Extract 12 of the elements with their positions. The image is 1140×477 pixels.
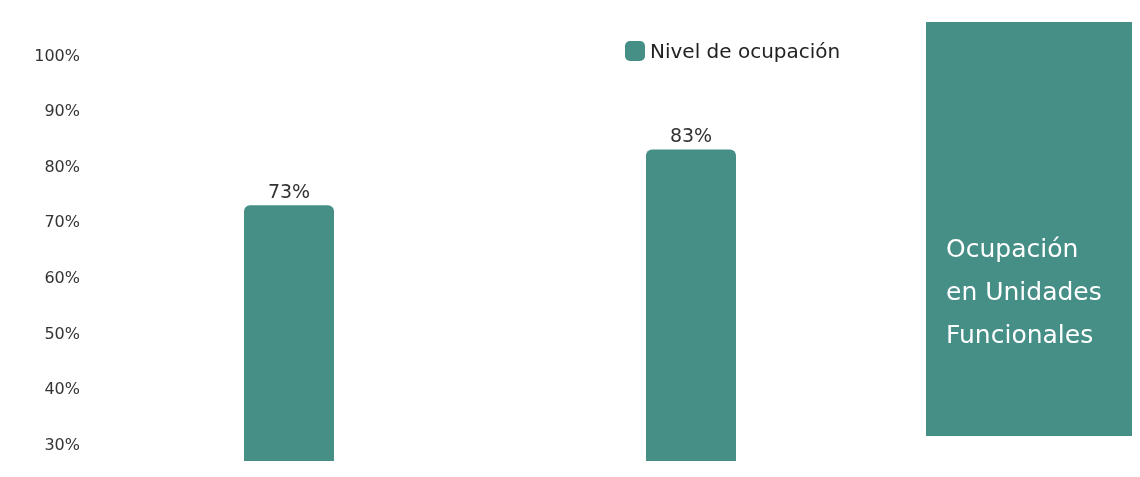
y-tick-label: 70% — [44, 212, 80, 232]
y-tick-label: 30% — [44, 434, 80, 454]
data-label: 83% — [669, 124, 713, 147]
text: Ocupación en Unidades Funcionales — [946, 234, 1110, 349]
data-label: 73% — [267, 179, 311, 202]
y-tick-label: 90% — [44, 101, 80, 121]
y-tick-label: 60% — [44, 267, 80, 287]
y-tick-label: 100% — [34, 45, 80, 65]
legend-label: Nivel de ocupación — [650, 39, 841, 63]
y-tick-label: 40% — [44, 379, 80, 399]
y-tick-label: 80% — [44, 156, 80, 176]
y-tick-label: 50% — [44, 323, 80, 343]
